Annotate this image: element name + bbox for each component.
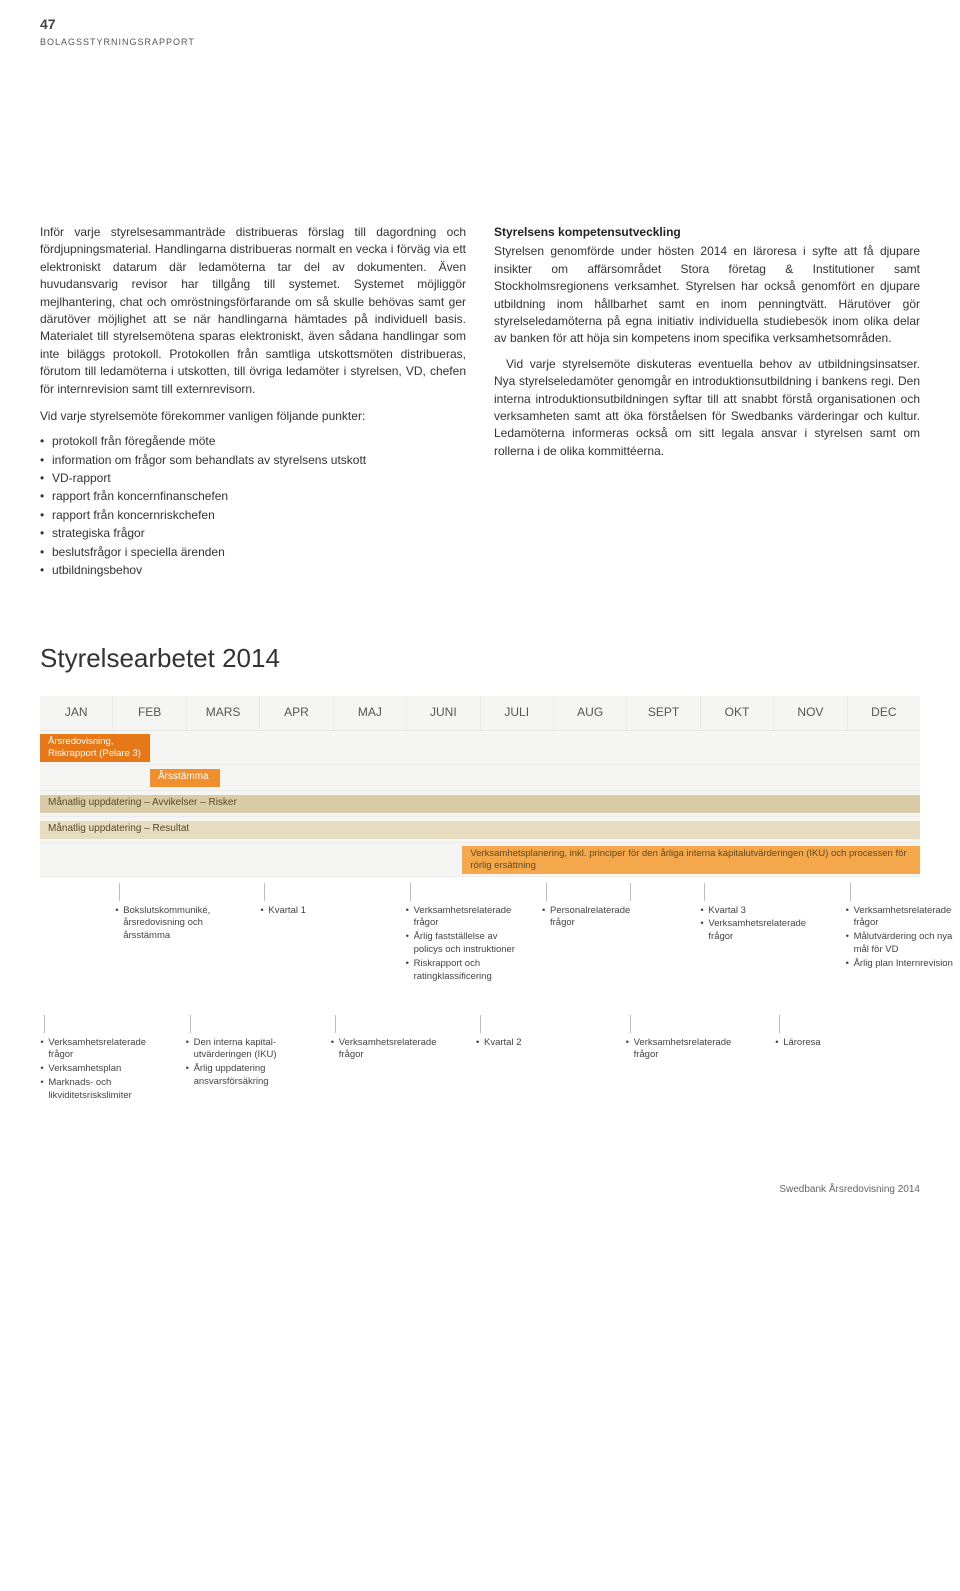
list-item: rapport från koncernriskchefen <box>40 507 466 524</box>
tick-mark <box>630 883 631 901</box>
list-item: Årlig plan Internrevision <box>846 958 956 971</box>
month-header: FEB <box>113 696 186 729</box>
timeline-bar: Månatlig uppdatering – Avvikelser – Risk… <box>40 795 920 813</box>
timeline-chart: JANFEBMARSAPRMAJJUNIJULIAUGSEPTOKTNOVDEC… <box>40 696 920 1146</box>
list-item: Kvartal 3 <box>700 905 810 918</box>
month-header: JAN <box>40 696 113 729</box>
tick-mark <box>119 883 120 901</box>
month-header: SEPT <box>627 696 700 729</box>
lower-tick-row <box>40 1015 920 1033</box>
page-number: 47 <box>40 14 56 34</box>
detail-item: Personal­relaterade frågor <box>542 905 652 932</box>
tick-mark <box>704 883 705 901</box>
list-item: Den interna kapital­utvärderingen (IKU) <box>186 1037 296 1063</box>
detail-item: Den interna kapital­utvärderingen (IKU)Å… <box>186 1037 296 1090</box>
list-item: Bokslutskommuniké, årsredovisning och år… <box>115 905 225 943</box>
tick-mark <box>335 1015 336 1033</box>
tick-mark <box>190 1015 191 1033</box>
footer-text: Swedbank Årsredovisning 2014 <box>40 1183 920 1198</box>
timeline-bar: Årsredovisning, Riskrapport (Pelare 3) <box>40 734 150 762</box>
right-column: Styrelsens kompetensutveckling Styrelsen… <box>494 224 920 580</box>
detail-item: Bokslutskommuniké, årsredovisning och år… <box>115 905 225 944</box>
right-heading: Styrelsens kompetensutveckling <box>494 224 920 241</box>
timeline-bar: Verksamhetsplanering, inkl. principer fö… <box>462 846 920 874</box>
list-item: beslutsfrågor i speciella ärenden <box>40 544 466 561</box>
list-item: Målutvärdering och nya mål för VD <box>846 931 956 957</box>
month-header: NOV <box>774 696 847 729</box>
list-item: strategiska frågor <box>40 525 466 542</box>
detail-item: Verksamhets­relaterade frågorMålutvärder… <box>846 905 956 972</box>
list-item: Kvartal 2 <box>476 1037 586 1050</box>
month-header: JUNI <box>407 696 480 729</box>
tick-mark <box>779 1015 780 1033</box>
month-header: APR <box>260 696 333 729</box>
detail-item: Läroresa <box>775 1037 885 1051</box>
months-row: JANFEBMARSAPRMAJJUNIJULIAUGSEPTOKTNOVDEC <box>40 696 920 730</box>
list-item: Marknads- och likviditetsrisks­limiter <box>40 1077 150 1103</box>
list-item: Verksamhets­relaterade frågor <box>846 905 956 931</box>
detail-item: Kvartal 1 <box>260 905 370 919</box>
detail-item: Verksamhets­relaterade frågorÅrlig fasts… <box>406 905 516 985</box>
detail-item: Kvartal 2 <box>476 1037 586 1051</box>
left-lead-in: Vid varje styrelsemöte förekommer vanlig… <box>40 408 466 425</box>
header-label: BOLAGSSTYRNINGSRAPPORT <box>40 36 195 49</box>
tick-mark <box>264 883 265 901</box>
left-bullet-list: protokoll från föregående möte informatio… <box>40 433 466 579</box>
right-para2: Vid varje styrelsemöte diskuteras eventu… <box>494 356 920 460</box>
list-item: Riskrapport och ratingklassificering <box>406 958 516 984</box>
month-header: DEC <box>848 696 920 729</box>
list-item: protokoll från föregående möte <box>40 433 466 450</box>
list-item: Läroresa <box>775 1037 885 1050</box>
list-item: Verksamhets­relaterade frågor <box>700 918 810 944</box>
month-header: MAJ <box>334 696 407 729</box>
list-item: Kvartal 1 <box>260 905 370 918</box>
list-item: VD-rapport <box>40 470 466 487</box>
two-column-text: Inför varje styrelsesammanträde distribu… <box>40 224 920 580</box>
list-item: Årlig fastställelse av policys och instr… <box>406 931 516 957</box>
timeline-bar: Månatlig uppdatering – Resultat <box>40 821 920 839</box>
left-column: Inför varje styrelsesammanträde distribu… <box>40 224 466 580</box>
month-header: MARS <box>187 696 260 729</box>
list-item: Verksamhets­relaterade frågor <box>406 905 516 931</box>
list-item: utbildningsbehov <box>40 562 466 579</box>
list-item: Årlig uppdatering ansvarsförsäkring <box>186 1063 296 1089</box>
upper-tick-row <box>40 883 920 901</box>
tick-mark <box>630 1015 631 1033</box>
detail-item: Verksamhets­relaterade frågor <box>626 1037 736 1064</box>
bars-area: Årsredovisning, Riskrapport (Pelare 3)År… <box>40 731 920 877</box>
list-item: Verksamhets­plan <box>40 1063 150 1076</box>
tick-mark <box>546 883 547 901</box>
detail-item: Verksamhets­relaterade frågor <box>331 1037 441 1064</box>
detail-item: Kvartal 3Verksamhets­relaterade frågor <box>700 905 810 945</box>
left-para1: Inför varje styrelsesammanträde distribu… <box>40 224 466 398</box>
timeline-bar: Årsstämma <box>150 769 220 787</box>
tick-mark <box>44 1015 45 1033</box>
month-header: OKT <box>701 696 774 729</box>
lower-detail-row: Verksamhets­relaterade frågorVerksamhets… <box>40 1037 920 1147</box>
section-title: Styrelsearbetet 2014 <box>40 640 920 678</box>
list-item: Verksamhets­relaterade frågor <box>40 1037 150 1063</box>
tick-mark <box>480 1015 481 1033</box>
detail-item: Verksamhets­relaterade frågorVerksamhets… <box>40 1037 150 1104</box>
list-item: Personal­relaterade frågor <box>542 905 652 931</box>
tick-mark <box>410 883 411 901</box>
list-item: rapport från koncernfinanschefen <box>40 488 466 505</box>
list-item: Verksamhets­relaterade frågor <box>626 1037 736 1063</box>
month-header: AUG <box>554 696 627 729</box>
list-item: information om frågor som behandlats av … <box>40 452 466 469</box>
list-item: Verksamhets­relaterade frågor <box>331 1037 441 1063</box>
tick-mark <box>850 883 851 901</box>
month-header: JULI <box>481 696 554 729</box>
right-para1: Styrelsen genomförde under hösten 2014 e… <box>494 243 920 347</box>
upper-detail-row: Bokslutskommuniké, årsredovisning och år… <box>40 905 920 1015</box>
